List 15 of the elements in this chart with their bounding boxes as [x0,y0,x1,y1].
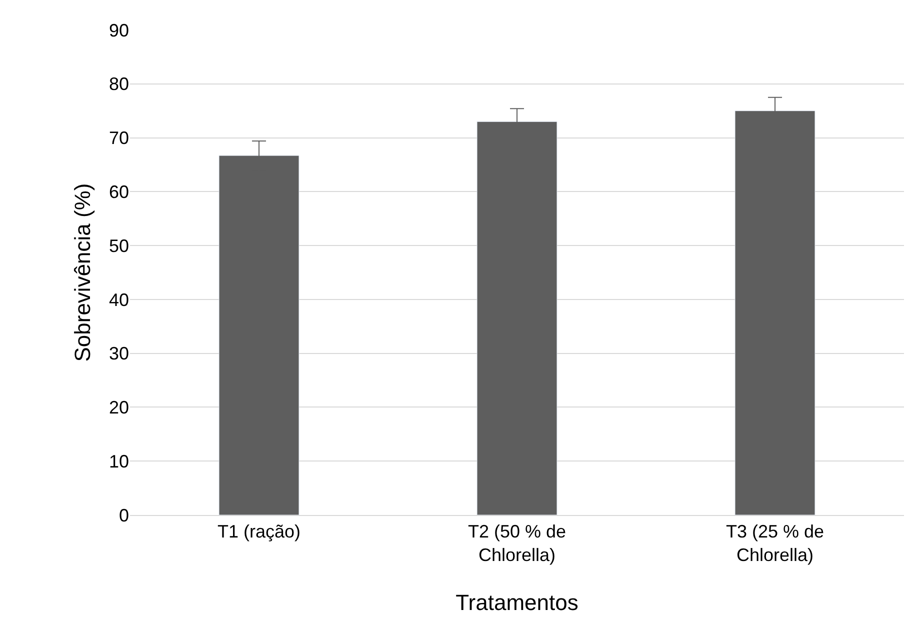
y-axis-title: Sobrevivência (%) [70,183,95,362]
x-tick-label: T1 (ração) [217,522,301,542]
x-tick-label: T3 (25 % de Chlorella) [726,522,824,565]
y-tick-label: 10 [108,451,129,472]
y-tick-label: 30 [108,344,129,364]
y-tick-label: 40 [108,290,129,310]
y-tick-label: 60 [108,182,129,202]
y-tick-label: 50 [108,236,129,256]
x-axis-title: Tratamentos [456,590,578,615]
y-tick-label: 80 [108,74,129,94]
y-tick-label: 70 [108,128,129,148]
y-tick-label: 90 [108,20,129,40]
x-tick-label: T2 (50 % de Chlorella) [468,522,566,565]
y-tick-label: 0 [118,505,129,526]
y-tick-label: 20 [108,398,129,418]
